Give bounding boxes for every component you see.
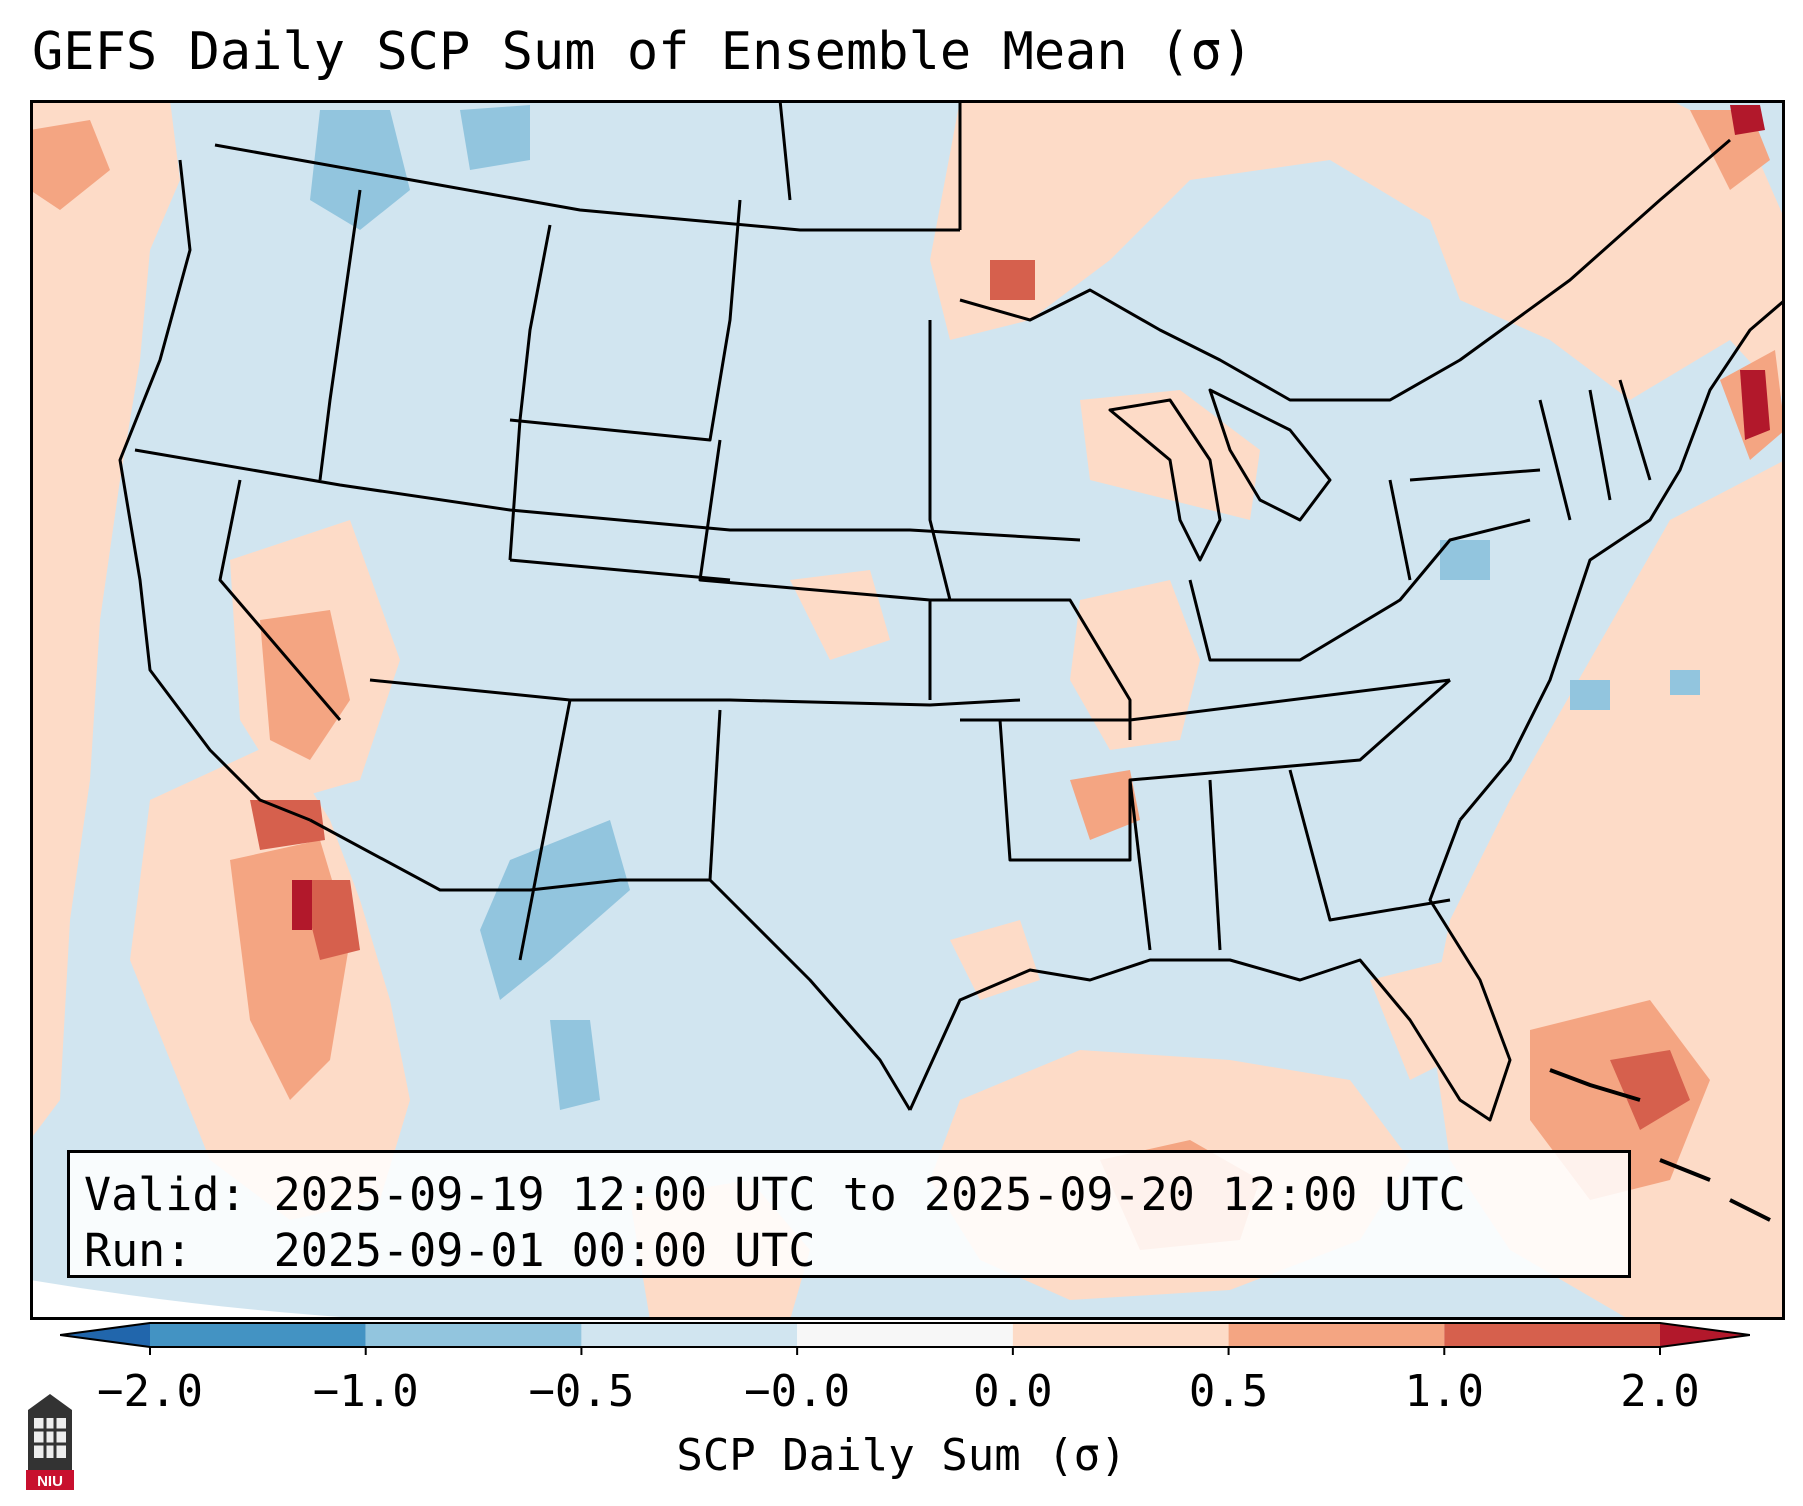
colorbar-extend-low <box>60 1323 150 1347</box>
map-frame <box>30 100 1785 1320</box>
caribbean-islands <box>1549 1068 1771 1222</box>
run-time-text: Run: 2025-09-01 00:00 UTC <box>84 1224 816 1277</box>
colorbar-tick-label: 2.0 <box>1620 1366 1700 1417</box>
colorbar-label: SCP Daily Sum (σ) <box>676 1430 1127 1481</box>
colorbar-bin <box>581 1323 798 1347</box>
valid-run-info-box: Valid: 2025-09-19 12:00 UTC to 2025-09-2… <box>67 1150 1631 1278</box>
colorbar-tick-label: 1.0 <box>1404 1366 1485 1417</box>
colorbar <box>60 1322 1750 1355</box>
colorbar-bin <box>365 1323 582 1347</box>
colorbar-tick-label: −2.0 <box>97 1366 203 1417</box>
projection-edge <box>30 1280 387 1320</box>
valid-time-text: Valid: 2025-09-19 12:00 UTC to 2025-09-2… <box>84 1168 1466 1221</box>
colorbar-tick-label: 0.5 <box>1188 1366 1269 1417</box>
positive-anomaly-strong <box>250 260 1690 1130</box>
colorbar-bin <box>1012 1323 1229 1347</box>
positive-anomaly-extreme <box>292 105 1770 930</box>
colorbar-tick-label: −0.5 <box>528 1366 635 1417</box>
colorbar-outline <box>60 1322 1750 1348</box>
colorbar-bin <box>1444 1323 1660 1347</box>
niu-logo: NIU <box>26 1394 74 1490</box>
political-borders <box>118 100 1785 1122</box>
colorbar-tick-label: −1.0 <box>312 1366 419 1417</box>
colorbar-bin <box>150 1323 366 1347</box>
colorbar-extend-high <box>1660 1323 1750 1347</box>
colorbar-bin <box>1228 1323 1445 1347</box>
chart-title: GEFS Daily SCP Sum of Ensemble Mean (σ) <box>32 22 1253 82</box>
colorbar-tick-label: −0.0 <box>744 1366 851 1417</box>
colorbar-tick-label: 0.0 <box>973 1366 1053 1417</box>
colorbar-bin <box>797 1323 1013 1347</box>
scp-map <box>30 100 1785 1320</box>
logo-text: NIU <box>37 1473 63 1490</box>
